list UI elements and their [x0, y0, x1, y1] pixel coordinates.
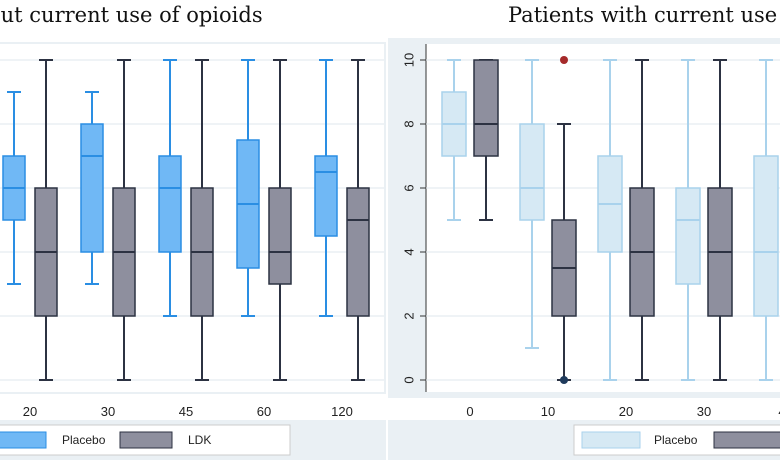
right-outliers: [560, 56, 568, 384]
left-ldk-60-box: [268, 187, 292, 285]
right-x-tick-label: 30: [697, 404, 711, 419]
right-x-tick-label: 4: [778, 404, 780, 419]
left-legend-label-ldk: LDK: [188, 433, 211, 447]
right-x-tick-label: 0: [466, 404, 473, 419]
left-panel: out current use of opioids 20 30 45 60 120 P…: [0, 3, 386, 460]
right-y-tick-label: 8: [401, 120, 416, 127]
left-boxes: [2, 59, 370, 381]
right-y-tick-label: 2: [401, 312, 416, 319]
left-legend-swatch-placebo: [0, 431, 47, 449]
left-x-tick-label: 20: [23, 404, 37, 419]
right-legend-swatch-ldk: [713, 431, 780, 449]
right-legend-swatch-placebo: [581, 431, 641, 449]
left-placebo-45-box: [158, 155, 182, 253]
left-x-tick-label: 60: [257, 404, 271, 419]
right-y-tick-label: 10: [401, 53, 416, 67]
left-legend-swatch-ldk: [119, 431, 173, 449]
right-x-tick-label: 10: [541, 404, 555, 419]
right-ldk-0-box: [473, 59, 499, 157]
right-placebo-10-box: [519, 123, 545, 221]
right-panel-title: Patients with current use: [508, 3, 777, 27]
left-placebo-30-box: [80, 123, 104, 253]
left-x-tick-label: 30: [101, 404, 115, 419]
right-legend-label-placebo: Placebo: [654, 433, 698, 447]
right-panel: Patients with current use 0 2 4 6 8 10 0 10 20 3…: [388, 3, 780, 460]
right-x-tick-label: 20: [619, 404, 633, 419]
right-boxes: [441, 59, 779, 381]
left-x-tick-label: 120: [331, 404, 353, 419]
left-panel-title: out current use of opioids: [0, 3, 263, 27]
left-ldk-120-box: [346, 187, 370, 317]
right-y-tick-label: 6: [401, 184, 416, 191]
right-y-tick-labels: 0 2 4 6 8 10: [401, 53, 426, 384]
left-placebo-120-box: [314, 155, 338, 237]
left-x-tick-labels: 20 30 45 60 120: [23, 404, 353, 419]
left-x-tick-label: 45: [179, 404, 193, 419]
right-x-tick-labels: 0 10 20 30 4: [466, 404, 780, 419]
right-y-tick-label: 4: [401, 248, 416, 255]
right-outlier-point: [560, 376, 568, 384]
right-placebo-30-box: [675, 187, 701, 285]
right-y-tick-label: 0: [401, 376, 416, 383]
right-placebo-4-box: [753, 155, 779, 317]
left-legend-label-placebo: Placebo: [62, 433, 106, 447]
right-outlier-point: [560, 56, 568, 64]
